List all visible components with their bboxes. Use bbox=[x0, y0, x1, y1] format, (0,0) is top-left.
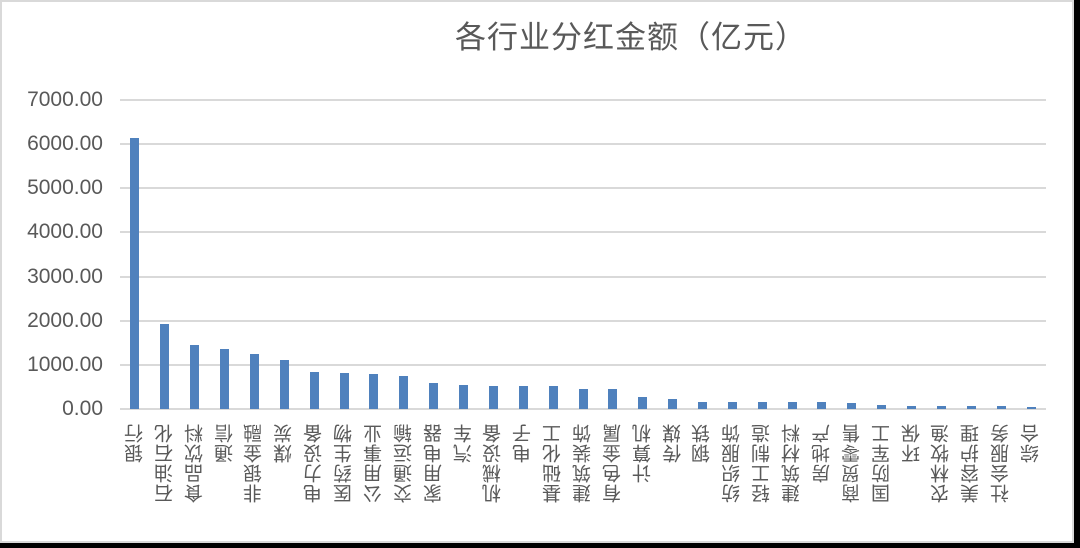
bar[interactable] bbox=[459, 384, 469, 409]
y-tick-label: 7000.00 bbox=[27, 88, 103, 111]
bar[interactable] bbox=[936, 405, 946, 409]
bar[interactable] bbox=[548, 386, 558, 409]
bar[interactable] bbox=[249, 353, 259, 409]
y-tick-label: 3000.00 bbox=[27, 264, 103, 288]
bar[interactable] bbox=[907, 405, 917, 409]
x-tick-label: 汽车 bbox=[452, 423, 475, 463]
y-tick-label: 5000.00 bbox=[27, 176, 103, 200]
x-tick-label: 钢铁 bbox=[691, 423, 714, 463]
bar[interactable] bbox=[727, 401, 737, 409]
x-tick-label: 房地产 bbox=[810, 423, 833, 483]
bar[interactable] bbox=[279, 360, 289, 409]
y-tick-label: 6000.00 bbox=[27, 132, 103, 156]
gridline bbox=[120, 408, 1046, 410]
bar[interactable] bbox=[877, 404, 887, 409]
x-tick-label: 建筑装饰 bbox=[572, 423, 594, 503]
gridline bbox=[120, 275, 1046, 278]
x-tick-label: 纺织服饰 bbox=[721, 423, 744, 503]
gridline bbox=[120, 231, 1046, 234]
x-tick-label: 家用电器 bbox=[422, 423, 445, 503]
x-tick-label: 医药生物 bbox=[333, 423, 356, 503]
x-tick-label: 电子 bbox=[512, 423, 535, 463]
bar[interactable] bbox=[757, 401, 767, 409]
x-tick-label: 公用事业 bbox=[362, 423, 385, 503]
y-tick-label: 0.00 bbox=[62, 397, 103, 420]
gridline bbox=[120, 143, 1046, 146]
bar[interactable] bbox=[220, 348, 230, 409]
chart-title: 各行业分红金额（亿元） bbox=[455, 20, 807, 56]
bar[interactable] bbox=[309, 371, 319, 409]
x-tick-label: 基础化工 bbox=[542, 423, 565, 503]
bar[interactable] bbox=[369, 374, 379, 409]
bar[interactable] bbox=[1026, 407, 1036, 409]
bar[interactable] bbox=[668, 399, 678, 409]
y-tick-label: 4000.00 bbox=[27, 220, 103, 244]
bar[interactable] bbox=[190, 344, 200, 409]
x-tick-label: 有色金属 bbox=[601, 423, 624, 503]
x-tick-label: 商贸零售 bbox=[840, 423, 863, 503]
x-tick-label: 轻工制造 bbox=[751, 423, 774, 503]
x-tick-label: 石油石化 bbox=[153, 423, 176, 503]
x-tick-label: 建筑材料 bbox=[781, 423, 804, 503]
x-tick-label: 非银金融 bbox=[243, 423, 266, 503]
x-tick-label: 电力设备 bbox=[303, 423, 326, 503]
bar[interactable] bbox=[518, 386, 528, 409]
y-tick-label: 1000.00 bbox=[27, 352, 103, 376]
bar[interactable] bbox=[429, 383, 439, 409]
x-tick-label: 社会服务 bbox=[990, 423, 1013, 503]
bar[interactable] bbox=[488, 386, 498, 409]
bar[interactable] bbox=[638, 396, 648, 409]
x-tick-label: 环保 bbox=[900, 423, 923, 463]
x-tick-label: 煤炭 bbox=[273, 423, 296, 463]
bar[interactable] bbox=[817, 401, 827, 409]
bar[interactable] bbox=[608, 388, 618, 409]
x-tick-label: 国防军工 bbox=[870, 423, 893, 503]
x-tick-label: 通信 bbox=[213, 423, 236, 463]
bar[interactable] bbox=[578, 388, 588, 409]
y-tick-label: 2000.00 bbox=[27, 308, 103, 332]
bar[interactable] bbox=[996, 405, 1006, 409]
bar[interactable] bbox=[339, 373, 349, 409]
gridline bbox=[120, 363, 1046, 366]
x-tick-label: 传媒 bbox=[661, 423, 684, 463]
bar[interactable] bbox=[399, 375, 409, 409]
bar[interactable] bbox=[697, 401, 707, 409]
bar[interactable] bbox=[160, 324, 170, 409]
gridline bbox=[120, 99, 1046, 101]
x-tick-label: 银行 bbox=[123, 423, 146, 463]
x-tick-label: 计算机 bbox=[631, 423, 654, 483]
x-tick-label: 农林牧渔 bbox=[930, 423, 953, 503]
x-tick-label: 食品饮料 bbox=[183, 423, 206, 503]
x-tick-label: 机械设备 bbox=[482, 423, 505, 503]
x-tick-label: 综合 bbox=[1020, 423, 1043, 463]
bar[interactable] bbox=[847, 403, 857, 409]
bar[interactable] bbox=[130, 137, 140, 409]
gridline bbox=[120, 319, 1046, 322]
bar[interactable] bbox=[966, 405, 976, 409]
x-tick-label: 美容护理 bbox=[960, 423, 983, 503]
bar[interactable] bbox=[787, 401, 797, 409]
gridline bbox=[120, 187, 1046, 190]
x-tick-label: 交通运输 bbox=[392, 423, 415, 503]
